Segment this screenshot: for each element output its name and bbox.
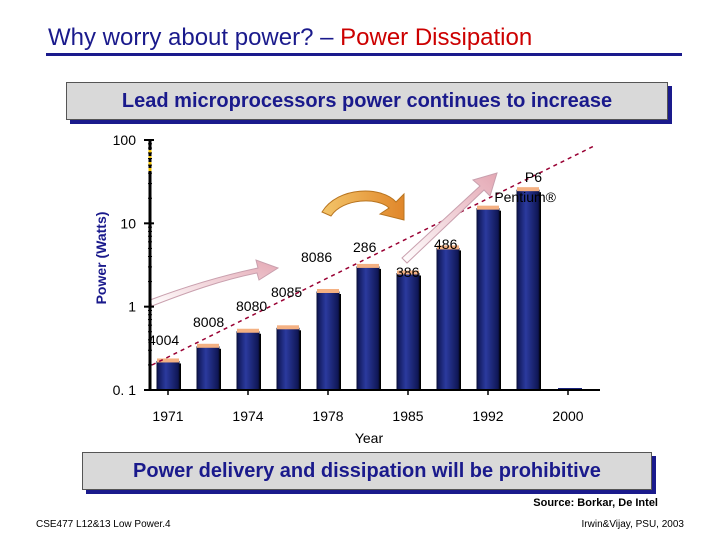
bar-cap — [157, 358, 179, 363]
point-label: Pentium® — [494, 189, 556, 205]
point-label: 8080 — [236, 298, 267, 314]
bar-cap — [477, 205, 499, 210]
x-tick-label: 1992 — [472, 408, 503, 424]
x-axis-title: Year — [355, 430, 384, 446]
y-tick-label: 0. 1 — [113, 382, 137, 398]
bar-cap — [437, 245, 459, 250]
bar-cap — [197, 343, 219, 348]
title-accent: Power Dissipation — [340, 24, 533, 51]
right-trend-arrow — [401, 172, 498, 264]
bar-cap — [357, 263, 379, 268]
bar-cap — [317, 288, 339, 293]
bar-4004 — [156, 360, 180, 391]
bar-8085 — [276, 327, 300, 391]
point-label: 8085 — [271, 284, 302, 300]
point-label: P6 — [525, 169, 542, 185]
conclusion-banner: Power delivery and dissipation will be p… — [82, 452, 652, 490]
bar-286 — [356, 266, 380, 391]
bar-p6 — [516, 189, 540, 391]
x-tick-label: 1978 — [312, 408, 343, 424]
bar-cap — [397, 270, 419, 275]
x-tick-label: 2000 — [552, 408, 583, 424]
curved-arrow — [321, 190, 405, 221]
x-tick-label: 1971 — [152, 408, 183, 424]
point-label: 386 — [396, 264, 420, 280]
bar-cap — [277, 325, 299, 330]
slide-title: Why worry about power? – Power Dissipati… — [48, 24, 532, 52]
source-note: Source: Borkar, De Intel — [533, 497, 658, 509]
trend-line — [151, 145, 595, 366]
title-underline — [46, 53, 682, 56]
x-tick-label: 1985 — [392, 408, 423, 424]
bar-8086 — [316, 291, 340, 391]
bar-cap — [237, 328, 259, 333]
point-label: 486 — [434, 236, 458, 252]
x-tick-label: 1974 — [232, 408, 263, 424]
y-tick-label: 1 — [128, 299, 136, 315]
bar-8008 — [196, 346, 220, 391]
bar-386 — [396, 273, 420, 391]
bar-486 — [436, 247, 460, 391]
y-tick-label: 100 — [113, 132, 137, 148]
point-label: 8086 — [301, 249, 332, 265]
bar-8080 — [236, 331, 260, 391]
footer-course: CSE477 L12&13 Low Power.4 — [36, 519, 171, 530]
footer-credit: Irwin&Vijay, PSU, 2003 — [581, 519, 684, 530]
y-tick-label: 10 — [120, 215, 136, 231]
bar-pentium — [476, 208, 500, 391]
left-trend-arrow — [149, 259, 280, 307]
point-label: 8008 — [193, 314, 224, 330]
point-label: 4004 — [148, 332, 179, 348]
bar-cap — [517, 187, 539, 192]
point-label: 286 — [353, 239, 377, 255]
title-main: Why worry about power? – — [48, 24, 341, 51]
y-axis-title: Power (Watts) — [93, 212, 109, 305]
subtitle-banner: Lead microprocessors power continues to … — [66, 82, 668, 120]
